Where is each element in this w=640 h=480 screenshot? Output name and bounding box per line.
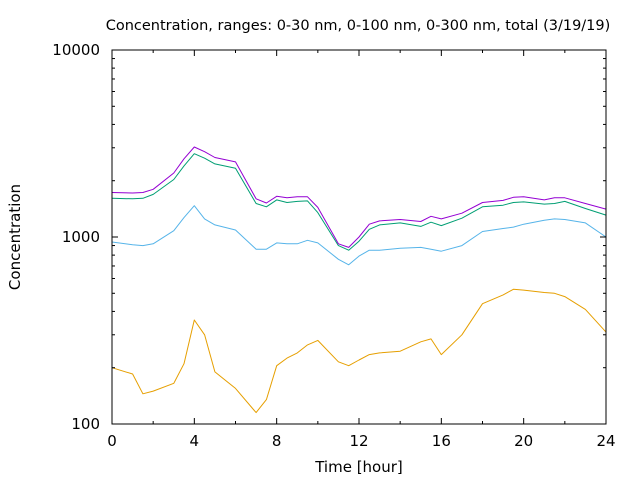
chart-title: Concentration, ranges: 0-30 nm, 0-100 nm… [106,18,611,34]
x-tick-label: 8 [272,432,282,450]
x-tick-label: 20 [514,432,533,450]
y-tick-label: 10000 [52,41,100,59]
series-line-1 [111,288,607,414]
series-line-2 [111,205,607,266]
x-axis-label: Time [hour] [314,458,403,476]
ticks-layer: 0 4 8 12 16 20 24 100 1000 10000 [52,41,615,450]
y-tick-label: 100 [71,415,100,433]
y-tick-label: 1000 [62,228,100,246]
series-line-4 [111,146,607,248]
x-tick-label: 12 [349,432,368,450]
x-tick-label: 24 [596,432,615,450]
x-tick-label: 4 [190,432,200,450]
series-line-3 [111,153,607,251]
y-axis-label: Concentration [6,184,24,290]
x-tick-label: 16 [432,432,451,450]
x-tick-label: 0 [107,432,117,450]
series-layer [111,146,607,414]
